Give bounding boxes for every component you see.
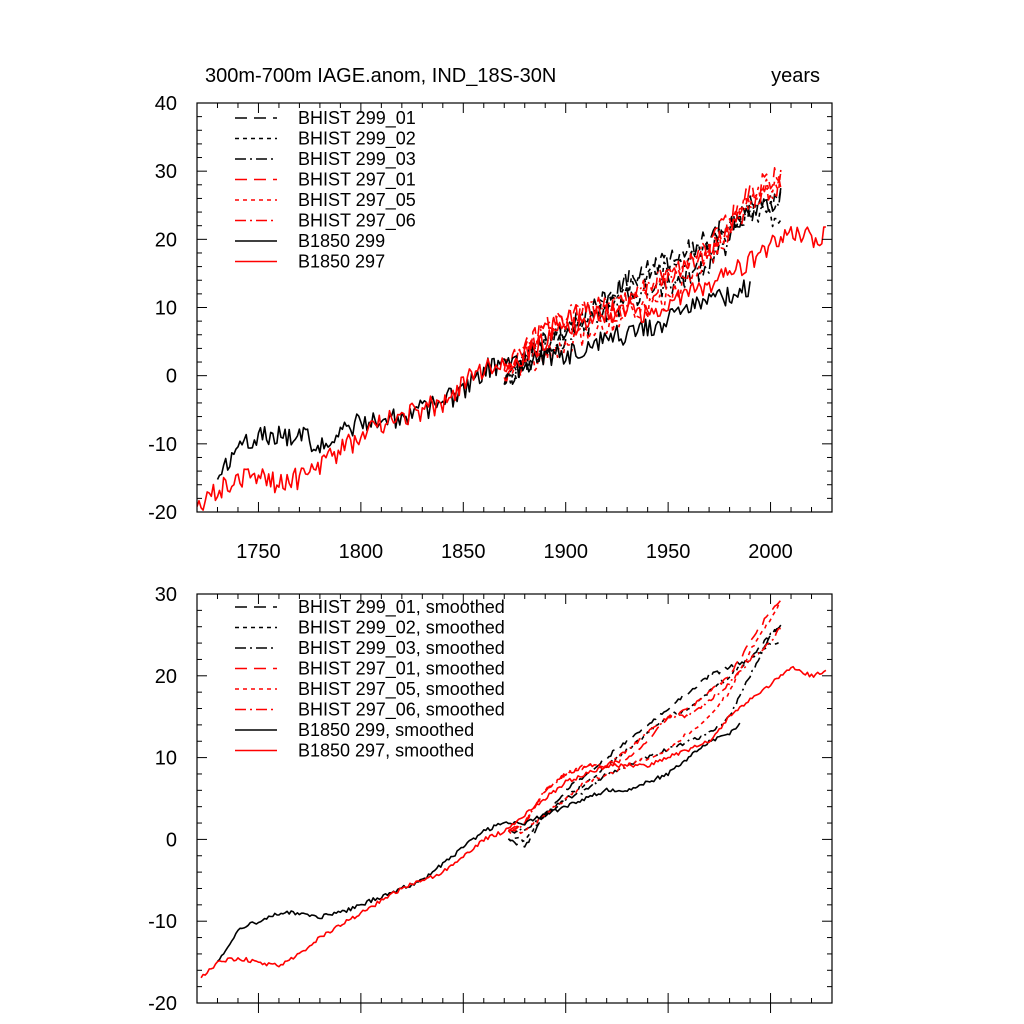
series-line [507, 627, 781, 832]
legend-label: BHIST 299_03, smoothed [298, 638, 505, 659]
series-line [197, 226, 826, 511]
y-tick-label: -10 [148, 434, 177, 456]
legend-label: B1850 299, smoothed [298, 720, 474, 740]
series-line [503, 176, 782, 373]
legend-label: B1850 297, smoothed [298, 741, 474, 761]
series-line [216, 722, 741, 962]
series-group [197, 167, 826, 511]
series-line [503, 187, 782, 386]
x-tick-label: 1950 [646, 541, 691, 563]
y-tick-label: 0 [166, 829, 177, 851]
y-tick-label: 40 [155, 93, 177, 115]
legend-label: BHIST 299_02 [298, 129, 416, 150]
series-line [507, 603, 781, 835]
y-tick-label: 10 [155, 748, 177, 770]
y-tick-label: 20 [155, 666, 177, 688]
y-tick-label: 30 [155, 161, 177, 183]
legend-label: BHIST 299_01 [298, 108, 416, 129]
chart-title: 300m-700m IAGE.anom, IND_18S-30N [205, 65, 556, 87]
legend-label: B1850 299 [298, 231, 385, 251]
legend-label: BHIST 297_05 [298, 190, 416, 211]
x-tick-label: 1800 [339, 541, 384, 563]
legend-label: BHIST 299_02, smoothed [298, 618, 505, 639]
y-tick-label: 30 [155, 584, 177, 606]
legend-label: BHIST 299_01, smoothed [298, 597, 505, 618]
series-line [508, 624, 782, 834]
series-line [216, 279, 751, 480]
legend-label: BHIST 297_01, smoothed [298, 659, 505, 680]
legend-label: BHIST 297_06 [298, 211, 416, 232]
chart-title-right: years [771, 65, 820, 87]
y-tick-label: 10 [155, 298, 177, 320]
x-tick-label: 1850 [441, 541, 486, 563]
x-tick-label: 1750 [236, 541, 281, 563]
series-line [508, 599, 782, 832]
y-tick-label: 0 [166, 366, 177, 388]
series-line [503, 169, 782, 384]
x-tick-label: 2000 [748, 541, 793, 563]
plot-frame [196, 593, 833, 1004]
legend-label: BHIST 297_01 [298, 170, 416, 191]
plot-frame [196, 102, 833, 513]
y-tick-label: -20 [148, 993, 177, 1015]
legend-label: BHIST 299_03 [298, 149, 416, 170]
y-tick-label: 20 [155, 229, 177, 251]
series-group [200, 599, 827, 979]
top-chart-panel: 300m-700m IAGE.anom, IND_18S-30N years -… [148, 65, 833, 563]
series-line [200, 665, 827, 979]
legend-label: B1850 297 [298, 252, 385, 272]
legend-label: BHIST 297_05, smoothed [298, 679, 505, 700]
y-tick-label: -20 [148, 502, 177, 524]
y-tick-label: -10 [148, 911, 177, 933]
x-tick-label: 1900 [543, 541, 588, 563]
legend-label: BHIST 297_06, smoothed [298, 700, 505, 721]
